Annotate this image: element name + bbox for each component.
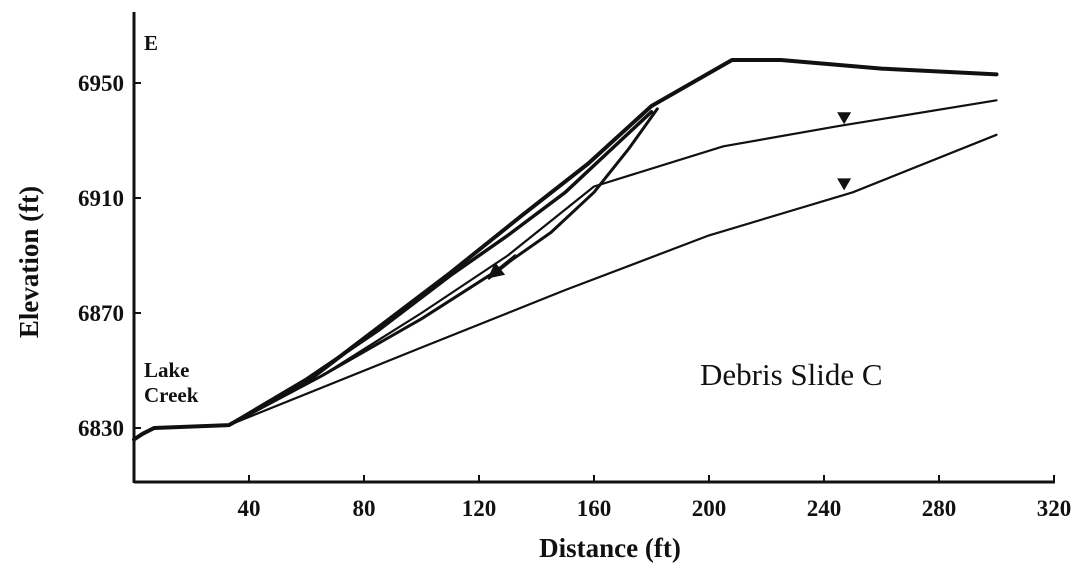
y-tick-label: 6910 xyxy=(78,186,124,211)
y-axis-title: Elevation (ft) xyxy=(14,186,44,338)
failure-plane-line xyxy=(227,107,659,427)
slide-surface-line xyxy=(227,110,654,427)
stream-label-line2: Creek xyxy=(144,383,199,407)
perched-water-table-line xyxy=(227,99,998,427)
corner-label: E xyxy=(144,31,158,55)
x-axis-title: Distance (ft) xyxy=(539,533,681,563)
profile-lines xyxy=(132,58,999,442)
x-tick-label: 200 xyxy=(692,496,727,521)
lower-water-table-line xyxy=(227,133,998,427)
movement-arrow xyxy=(486,253,518,281)
y-tick-label: 6830 xyxy=(78,416,124,441)
chart-title: Debris Slide C xyxy=(700,357,883,392)
movement-arrow-head xyxy=(487,262,506,279)
y-ticks: 6830 6870 6910 6950 xyxy=(78,71,141,441)
x-tick-label: 120 xyxy=(462,496,497,521)
water-table-marker xyxy=(837,112,852,125)
water-table-marker xyxy=(837,178,852,191)
x-tick-label: 240 xyxy=(807,496,842,521)
x-ticks: 40 80 120 160 200 240 280 320 xyxy=(238,475,1072,521)
x-tick-label: 40 xyxy=(238,496,261,521)
stream-label-line1: Lake xyxy=(144,358,190,382)
y-tick-label: 6870 xyxy=(78,301,124,326)
x-tick-label: 280 xyxy=(922,496,957,521)
ground-surface-line xyxy=(132,58,999,442)
water-table-markers xyxy=(837,112,852,191)
y-tick-label: 6950 xyxy=(78,71,124,96)
x-tick-label: 160 xyxy=(577,496,612,521)
x-tick-label: 320 xyxy=(1037,496,1072,521)
x-tick-label: 80 xyxy=(353,496,376,521)
